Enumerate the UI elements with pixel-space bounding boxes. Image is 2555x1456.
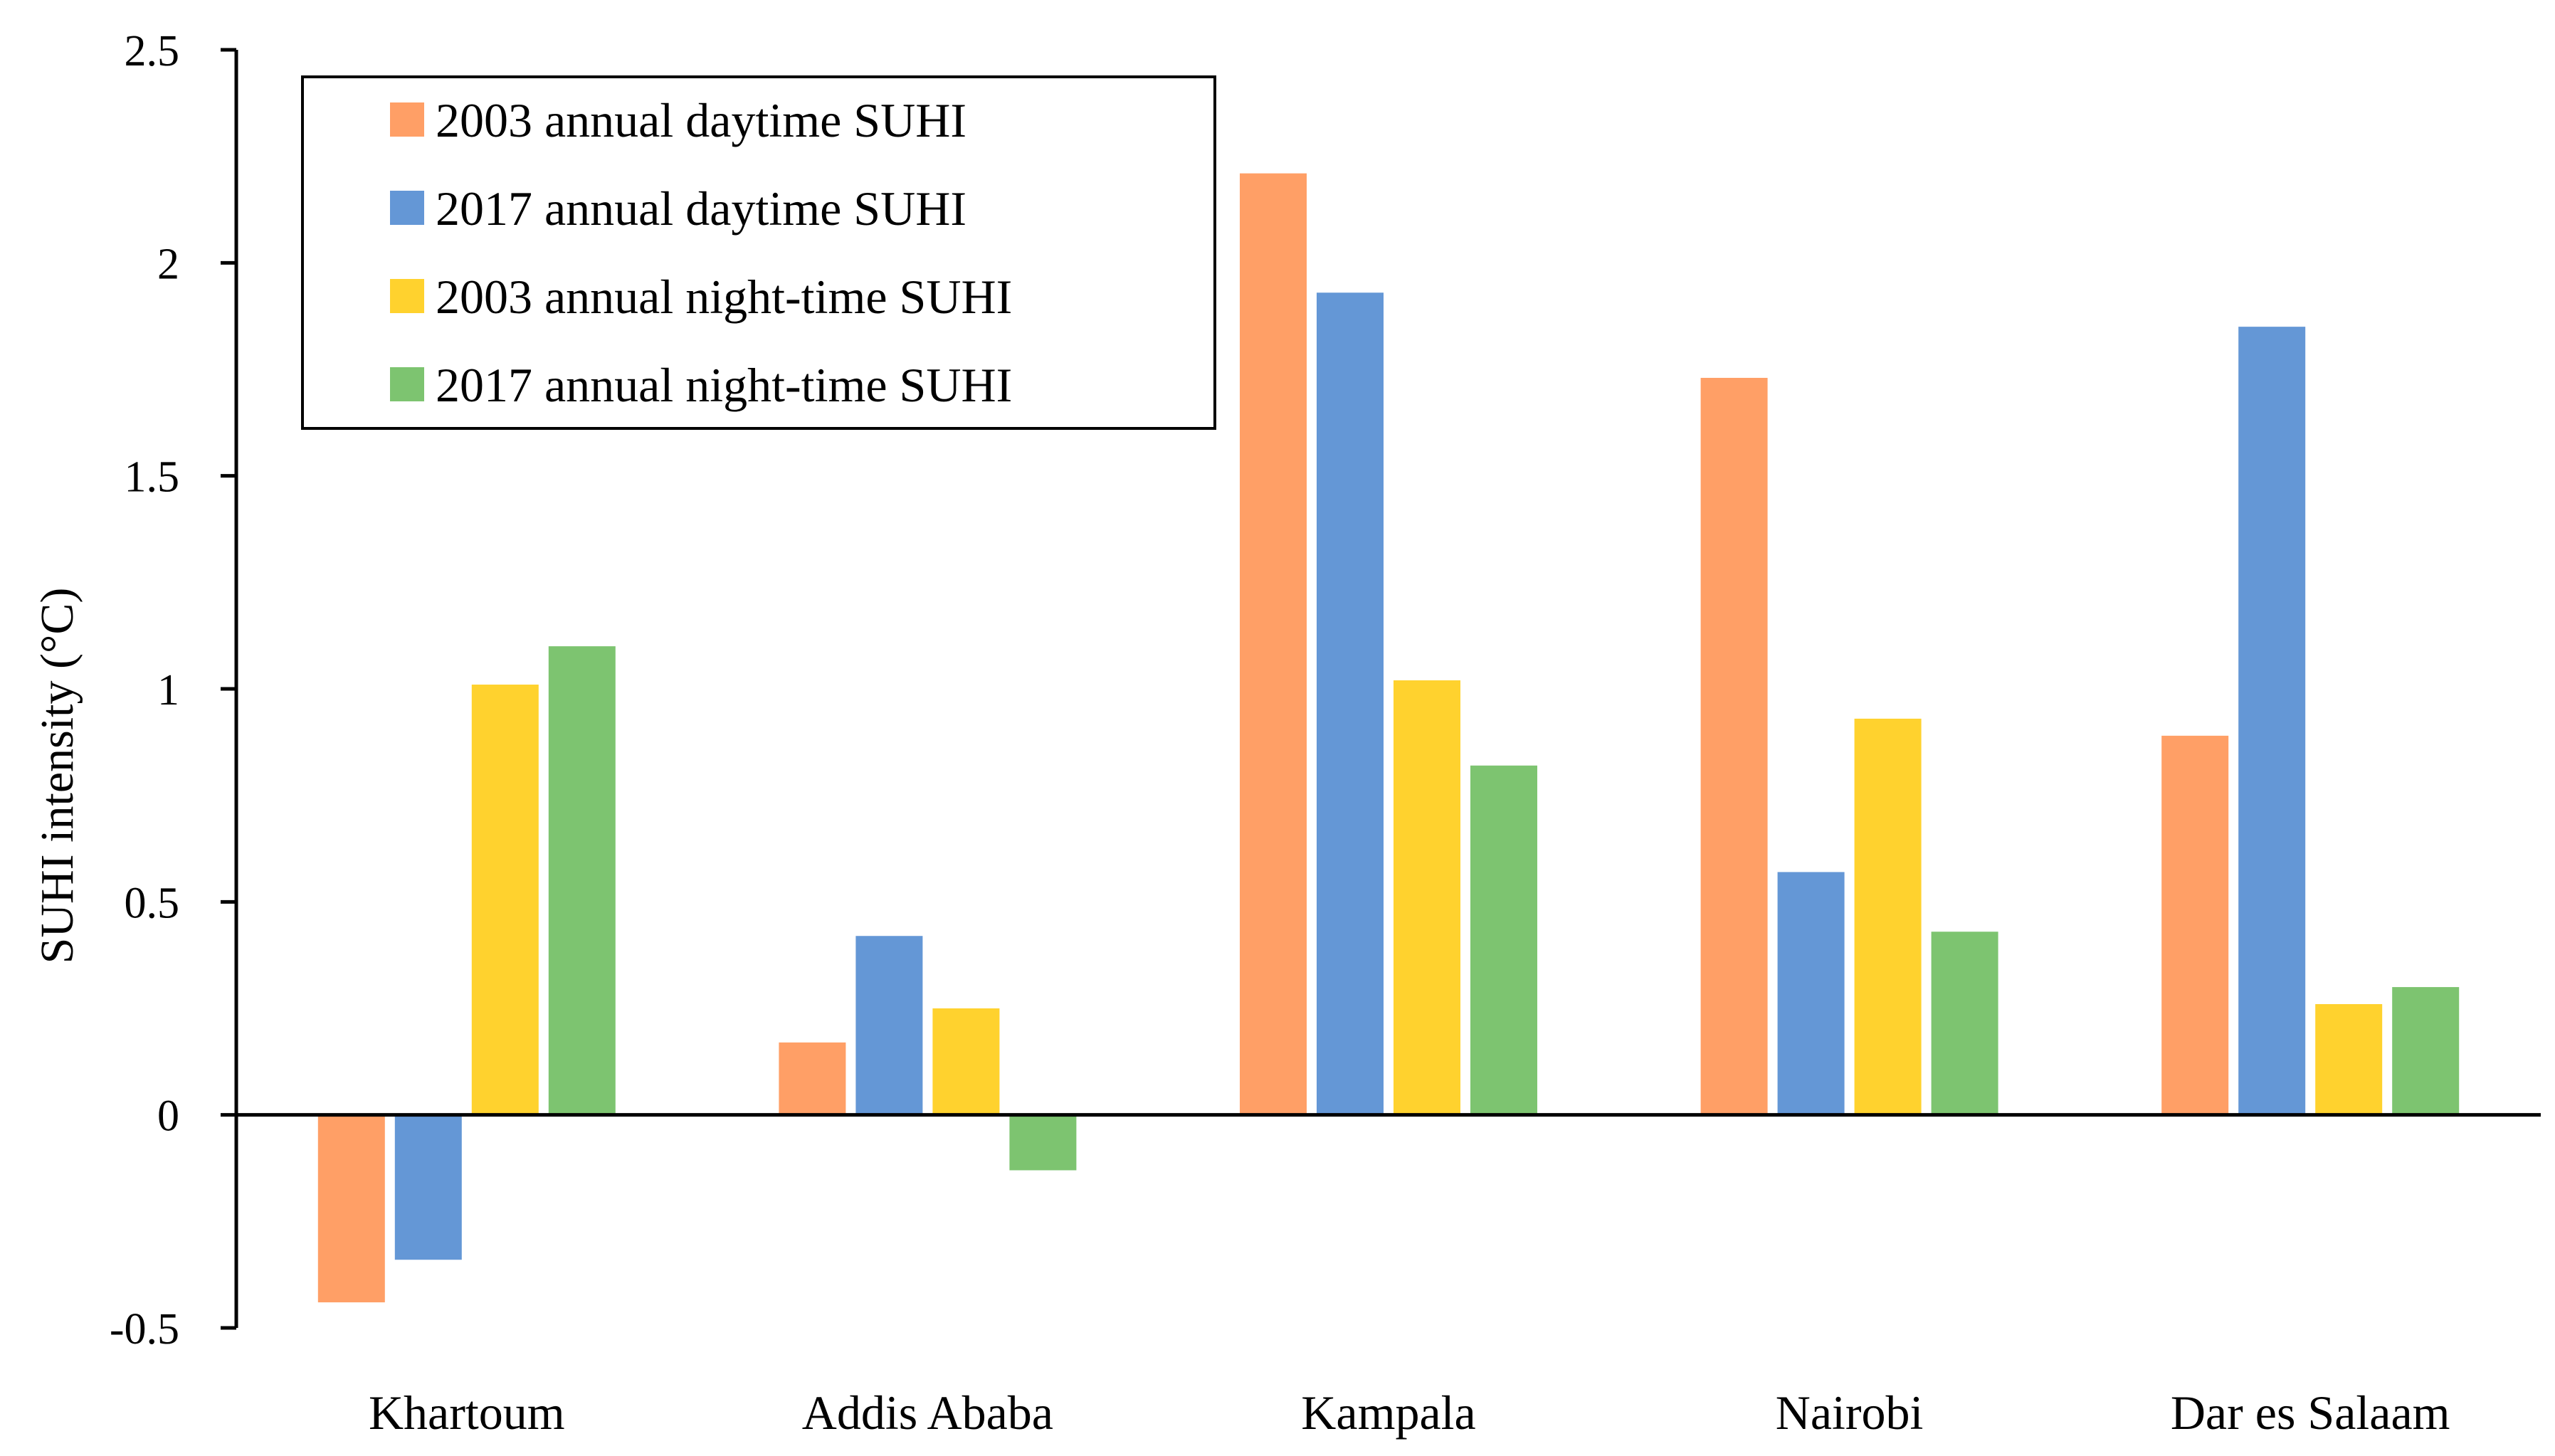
legend-swatch — [390, 191, 424, 225]
bar — [471, 685, 539, 1115]
bar — [1240, 173, 1307, 1115]
legend-entry: 2003 annual daytime SUHI — [436, 93, 966, 147]
x-axis-category-labels: Khartoum Addis Ababa Kampala Nairobi Dar es … — [369, 1386, 2450, 1440]
bar — [1700, 377, 1768, 1115]
y-tick-label: -0.5 — [110, 1305, 179, 1354]
x-category-label: Kampala — [1301, 1386, 1475, 1440]
x-category-label: Nairobi — [1776, 1386, 1924, 1440]
x-category-label: Dar es Salaam — [2171, 1386, 2450, 1440]
legend-entry: 2017 annual night-time SUHI — [436, 358, 1012, 412]
legend-swatch — [390, 367, 424, 401]
y-tick-label: 1.5 — [125, 453, 180, 502]
bar — [2238, 327, 2306, 1115]
bar — [1931, 932, 1998, 1115]
y-tick-label: 2.5 — [125, 27, 180, 75]
x-category-label: Addis Ababa — [802, 1386, 1053, 1440]
bar — [779, 1042, 846, 1115]
y-tick-label: 2 — [157, 240, 179, 288]
legend-box — [301, 75, 1216, 430]
bar — [1777, 872, 1845, 1115]
bar — [1394, 680, 1460, 1115]
y-axis-ticks: -0.5 0 0.5 1 1.5 2 2.5 — [110, 27, 236, 1354]
legend-entry: 2003 annual night-time SUHI — [436, 270, 1012, 324]
legend: 2003 annual daytime SUHI 2017 annual dayt… — [301, 75, 1216, 430]
bar — [1854, 718, 1922, 1115]
x-category-label: Khartoum — [369, 1386, 565, 1440]
legend-entry: 2017 annual daytime SUHI — [436, 181, 966, 236]
y-axis-label: SUHI intensity (°C) — [31, 588, 83, 964]
bar — [1470, 765, 1537, 1115]
bar — [855, 936, 923, 1115]
legend-swatch — [390, 279, 424, 313]
bar — [317, 1114, 385, 1303]
bar — [932, 1008, 1000, 1115]
y-tick-label: 0 — [157, 1092, 179, 1141]
legend-swatch — [390, 102, 424, 137]
bar — [548, 646, 616, 1115]
y-tick-label: 1 — [157, 666, 179, 714]
bar — [2392, 987, 2460, 1115]
bar — [394, 1114, 462, 1260]
bar — [1317, 292, 1384, 1115]
bar — [1009, 1114, 1077, 1171]
bar — [2161, 735, 2229, 1115]
bars-layer — [317, 173, 2460, 1303]
bar — [2315, 1004, 2383, 1115]
y-tick-label: 0.5 — [125, 879, 180, 927]
